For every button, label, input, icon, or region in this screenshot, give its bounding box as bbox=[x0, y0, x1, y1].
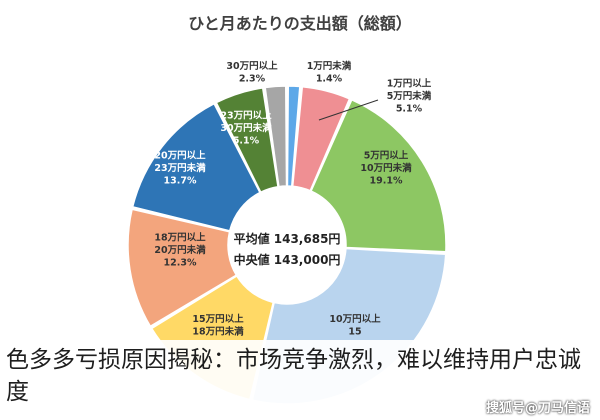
caption-text: 色多多亏损原因揭秘：市场竞争激烈，难以维持用户忠诚度 bbox=[6, 347, 581, 405]
slice-label-7-line-2: 23万円未満 bbox=[154, 162, 206, 174]
slice-label-2-line-3: 5.1% bbox=[396, 104, 423, 115]
slice-label-2-line-1: 1万円以上 bbox=[387, 78, 432, 90]
slice-label-3-line-3: 19.1% bbox=[370, 176, 403, 187]
slice-label-1-line-1: 1万円未満 bbox=[307, 60, 352, 72]
center-median-label: 中央値 143,000円 bbox=[234, 252, 341, 267]
slice-label-2-line-2: 5万円未満 bbox=[387, 90, 432, 102]
slice-label-7-line-3: 13.7% bbox=[164, 176, 197, 187]
slice-label-9-line-2: 2.3% bbox=[239, 73, 266, 84]
caption-overlay: 色多多亏损原因揭秘：市场竞争激烈，难以维持用户忠诚度 搜狐号@刀马信语 bbox=[0, 340, 600, 420]
slice-label-6-line-1: 18万円以上 bbox=[154, 232, 206, 244]
center-average-label: 平均値 143,685円 bbox=[234, 231, 341, 246]
slice-label-6-line-2: 20万円未満 bbox=[154, 244, 206, 256]
leader-lines bbox=[318, 99, 379, 121]
slice-label-5-line-1: 15万円以上 bbox=[192, 313, 244, 325]
slice-label-6-line-3: 12.3% bbox=[164, 258, 197, 269]
slice-label-4-line-2: 15 bbox=[348, 326, 361, 337]
slice-label-1-line-2: 1.4% bbox=[316, 73, 343, 84]
slice-label-5-line-2: 18万円未満 bbox=[192, 325, 244, 337]
slice-label-8-line-1: 23万円以上 bbox=[220, 110, 272, 122]
donut-hole bbox=[228, 186, 346, 304]
slice-label-9-line-1: 30万円以上 bbox=[226, 60, 278, 72]
slice-label-7-line-1: 20万円以上 bbox=[154, 150, 206, 162]
slice-label-8-line-2: 30万円未満 bbox=[220, 122, 272, 134]
slice-label-4-line-1: 10万円以上 bbox=[329, 313, 381, 325]
chart-title: ひと月あたりの支出額（総額） bbox=[188, 14, 412, 33]
leader-line-slice-2 bbox=[318, 99, 379, 121]
slice-label-3-line-2: 10万円未満 bbox=[360, 162, 412, 174]
slice-label-3-line-1: 5万円以上 bbox=[364, 150, 409, 162]
watermark: 搜狐号@刀马信语 bbox=[485, 401, 590, 416]
slice-label-8-line-3: 5.1% bbox=[233, 136, 260, 147]
